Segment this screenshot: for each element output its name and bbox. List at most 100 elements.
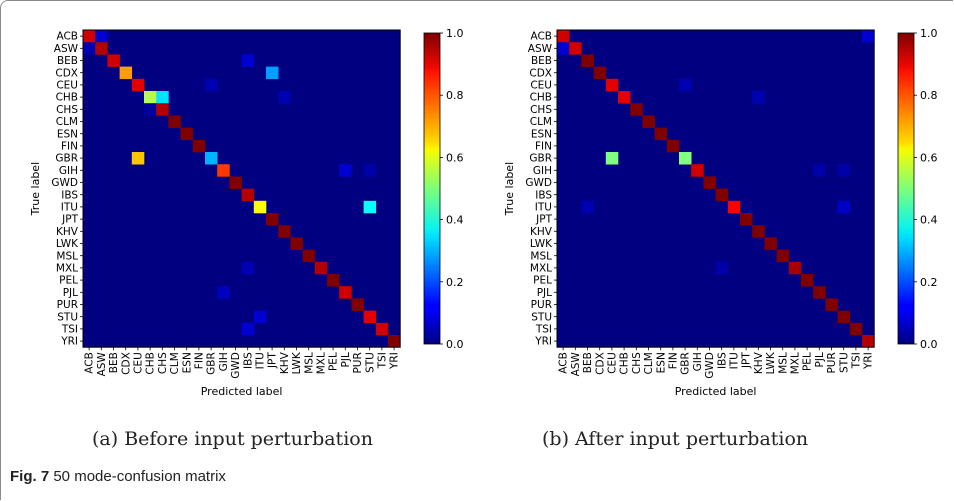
x-tick-label: BEB	[108, 352, 120, 373]
matrix-cell	[217, 164, 230, 177]
matrix-cell	[862, 30, 875, 43]
y-tick-label: STU	[531, 311, 552, 323]
colorbar-tick-label: 1.0	[920, 27, 938, 40]
matrix-cell	[131, 152, 145, 165]
x-tick-label: ITU	[255, 352, 267, 369]
matrix-cell	[327, 274, 340, 287]
matrix-cell	[764, 237, 777, 250]
y-tick-label: CHS	[530, 104, 552, 116]
y-tick-label: ITU	[535, 202, 552, 214]
y-tick-label: CEU	[56, 80, 78, 92]
matrix-cell	[144, 103, 157, 116]
x-tick-label: JPT	[267, 352, 279, 369]
matrix-cell	[339, 286, 352, 299]
x-tick-label: TSI	[377, 352, 389, 369]
x-tick-label: ASW	[96, 352, 108, 377]
x-tick-label: TSI	[851, 352, 863, 369]
matrix-cell	[642, 115, 655, 128]
x-tick-label: CDX	[120, 352, 132, 375]
y-tick-label: PJL	[537, 287, 552, 299]
x-tick-label: KHV	[753, 351, 765, 374]
x-tick-label: ITU	[729, 352, 741, 369]
x-tick-label: FIN	[668, 352, 680, 369]
x-tick-label: ESN	[181, 352, 193, 373]
matrix-cell	[605, 78, 619, 92]
x-axis-label: Predicted label	[201, 385, 283, 398]
x-tick-label: MSL	[303, 352, 315, 374]
colorbar	[897, 32, 915, 345]
matrix-cell	[241, 188, 255, 202]
matrix-cell	[302, 249, 316, 263]
x-tick-label: STU	[364, 352, 376, 373]
matrix-cell	[788, 261, 802, 275]
matrix-cell	[849, 322, 863, 336]
x-tick-label: IBS	[242, 352, 254, 369]
matrix-cell	[837, 310, 851, 324]
y-tick-label: IBS	[535, 189, 552, 201]
y-tick-label: ASW	[528, 43, 553, 55]
x-tick-label: IBS	[716, 352, 728, 369]
matrix-cell	[679, 78, 692, 92]
matrix-cell	[217, 286, 230, 299]
x-tick-label: CEU	[133, 352, 145, 374]
matrix-cell	[679, 152, 692, 165]
y-tick-label: GWD	[51, 177, 78, 189]
y-tick-label: ITU	[61, 202, 78, 214]
y-tick-label: ASW	[54, 43, 79, 55]
x-tick-label: PJL	[814, 352, 826, 367]
y-tick-label: LWK	[530, 238, 553, 250]
matrix-cell	[569, 42, 582, 55]
matrix-cell	[557, 30, 570, 43]
y-axis-label: True label	[503, 162, 516, 216]
x-tick-label: GBR	[206, 352, 218, 375]
matrix-cell	[375, 322, 389, 336]
heatmap-panel-b: ACBACBASWASWBEBBEBCDXCDXCEUCEUCHBCHBCHSC…	[503, 27, 938, 398]
x-tick-label: ACB	[84, 352, 96, 374]
y-tick-label: BEB	[531, 55, 552, 67]
figure-caption: Fig. 7 50 mode-confusion matrix	[10, 468, 226, 485]
matrix-cell	[715, 188, 729, 202]
matrix-cell	[156, 103, 169, 116]
matrix-cell	[278, 225, 291, 238]
matrix-cell	[266, 213, 279, 226]
matrix-cell	[703, 176, 716, 189]
matrix-cell	[205, 78, 218, 92]
x-tick-label: GIH	[692, 352, 704, 371]
y-tick-label: BEB	[57, 55, 78, 67]
matrix-cell	[654, 127, 668, 141]
colorbar-tick-label: 0.8	[446, 89, 464, 102]
matrix-cell	[241, 54, 255, 67]
matrix-cell	[339, 164, 352, 177]
colorbar-tick-label: 0.6	[920, 151, 938, 164]
x-tick-label: YRI	[863, 352, 875, 370]
x-tick-label: LWK	[291, 351, 303, 374]
y-tick-label: TSI	[535, 324, 552, 336]
figure-caption-text: 50 mode-confusion matrix	[53, 468, 226, 485]
matrix-cell	[95, 30, 108, 43]
y-tick-label: JPT	[535, 214, 552, 226]
matrix-cell	[131, 78, 145, 92]
matrix-cell	[95, 42, 108, 55]
matrix-cell	[363, 200, 377, 214]
y-tick-label: ESN	[57, 128, 78, 140]
y-tick-label: CHS	[56, 104, 78, 116]
matrix-cell	[593, 66, 607, 80]
y-tick-label: KHV	[56, 226, 79, 238]
colorbar-tick-label: 0.0	[920, 338, 938, 351]
y-tick-label: CHB	[530, 92, 552, 104]
matrix-cell	[168, 115, 181, 128]
x-tick-label: PUR	[826, 352, 838, 373]
matrix-cell	[752, 91, 765, 104]
y-tick-label: TSI	[61, 324, 78, 336]
matrix-cell	[83, 42, 96, 55]
colorbar-tick-label: 0.0	[446, 338, 464, 351]
y-axis-label: True label	[29, 162, 42, 216]
matrix-cell	[813, 286, 826, 299]
matrix-cell	[837, 164, 851, 177]
y-tick-label: PUR	[531, 299, 552, 311]
x-tick-label: PEL	[328, 352, 340, 371]
x-tick-label: ACB	[558, 352, 570, 374]
y-tick-label: CLM	[56, 116, 78, 128]
x-tick-label: GBR	[680, 352, 692, 375]
matrix-cell	[363, 164, 377, 177]
